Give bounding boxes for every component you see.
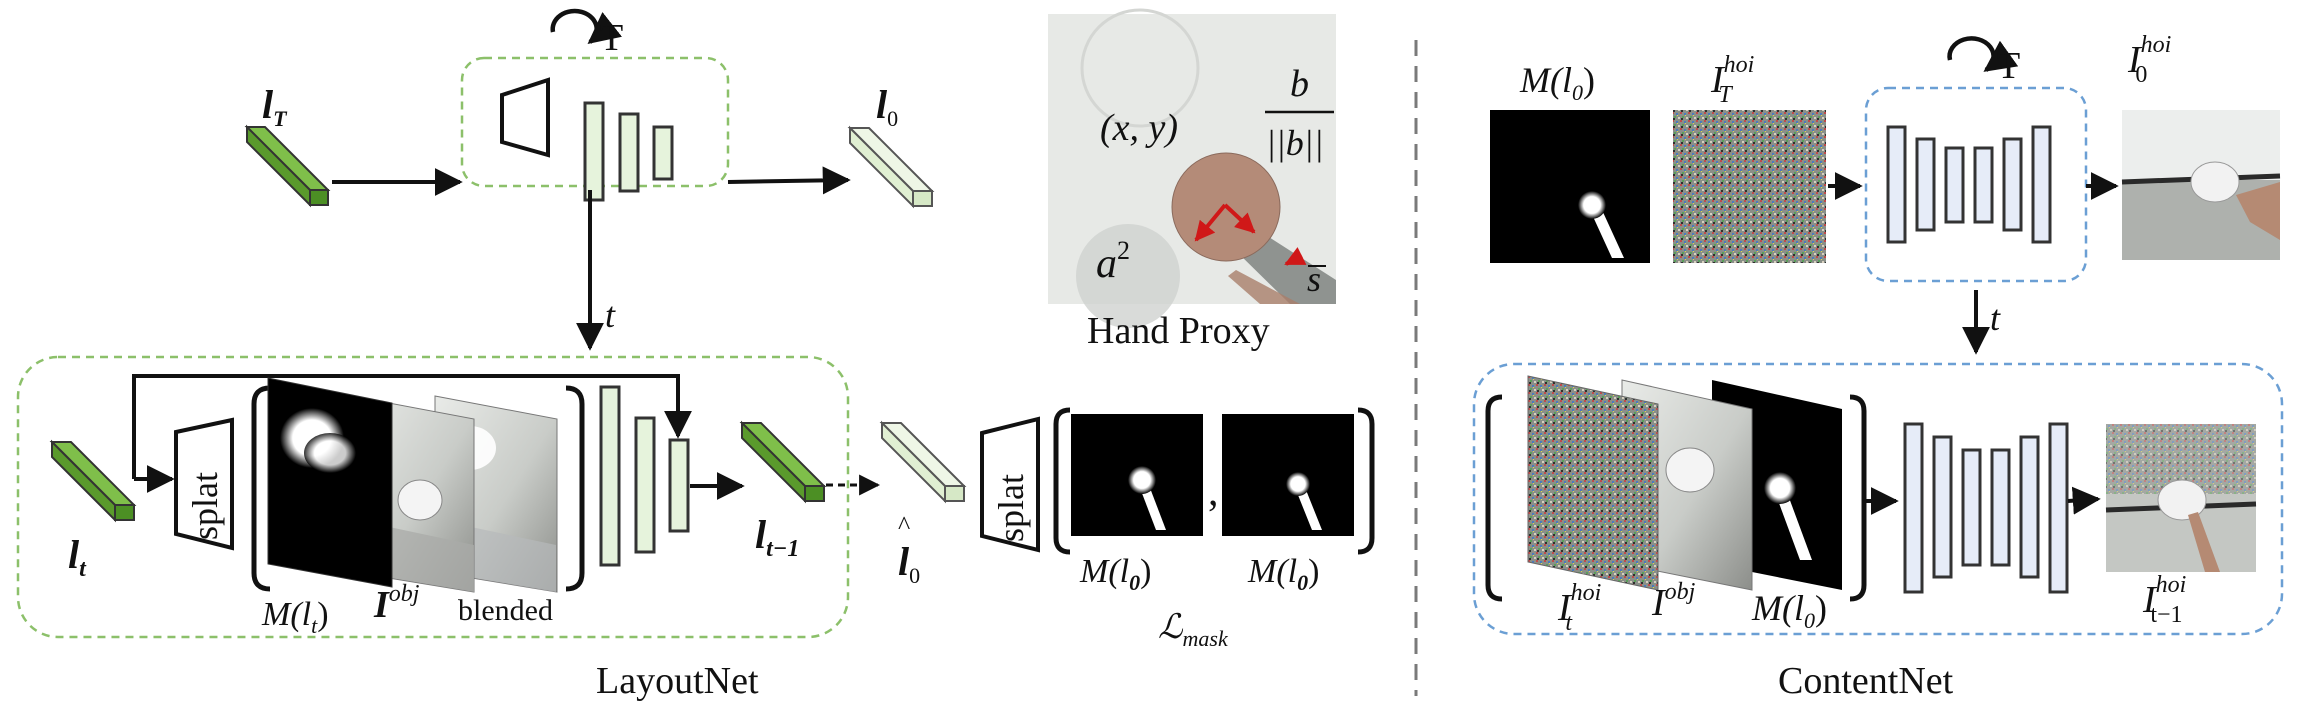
skip-connection — [132, 374, 692, 479]
loop-icon-content — [1947, 36, 2019, 72]
unet-bar — [1944, 146, 1965, 224]
encoder-trapezoid — [500, 77, 550, 158]
unet-bar — [2019, 435, 2040, 579]
blended-label: blended — [458, 594, 553, 627]
lt-label: lt — [68, 532, 87, 582]
hand-proxy: (x, y) b ||b|| a2 s Hand Proxy — [1048, 8, 1336, 352]
loss-left-bracket — [1053, 407, 1071, 555]
hand-proxy-caption: Hand Proxy — [1087, 310, 1270, 352]
loss-label: ℒmask — [1158, 609, 1229, 651]
output-top-label: l0 — [876, 82, 898, 131]
hand-b-den: ||b|| — [1266, 123, 1324, 163]
contentnet: M(l0) Ihoi T T Ihoi 0 t — [1472, 32, 2284, 702]
layoutnet-top-frame — [460, 56, 730, 188]
t-label: t — [605, 295, 616, 335]
hand-a2-label: a2 — [1096, 236, 1130, 287]
layoutnet-title: LayoutNet — [596, 660, 759, 702]
out-top-image — [2121, 110, 2281, 260]
unet-bar — [1932, 435, 1953, 579]
noise-top-image — [1673, 110, 1826, 263]
noise-top-label: Ihoi T — [1710, 52, 1754, 108]
layout-cuboid-lt — [49, 439, 137, 523]
pred-hat: ^ — [898, 511, 910, 540]
hand-xy-label: (x, y) — [1100, 107, 1178, 149]
layoutnet: T lT l0 t — [16, 8, 935, 702]
unet-bar — [1915, 137, 1936, 232]
content-loop-label: T — [1997, 45, 2020, 87]
contentnet-title: ContentNet — [1778, 660, 1954, 702]
gt-mask-image — [1222, 414, 1354, 536]
hand-s-label: s — [1307, 259, 1321, 299]
loss-right-bracket — [1357, 407, 1375, 555]
layer-bar — [634, 416, 656, 554]
mask-image-lt — [267, 377, 393, 588]
unet-bar — [1903, 422, 1924, 594]
gt-mask-label: M(l0) — [1247, 553, 1319, 595]
content-out-image — [2105, 424, 2257, 572]
mask-top-label: M(l0) — [1519, 60, 1595, 105]
loop-label: T — [600, 17, 623, 59]
input-top-label: lT — [262, 82, 288, 131]
out-top-label: Ihoi 0 — [2127, 32, 2171, 88]
mask-loss: l0 ^ splat , M(l0) M(l0) ℒmask — [826, 407, 1375, 651]
loss-splat-trapezoid — [980, 416, 1040, 553]
loop-icon — [550, 8, 622, 44]
splat-label: splat — [185, 472, 225, 540]
loss-comma: , — [1208, 469, 1219, 515]
unet-bar — [1961, 448, 1982, 567]
unet-bar — [2031, 125, 2052, 244]
content-in3-label: M(l0) — [1751, 588, 1827, 633]
layer-bar — [583, 101, 605, 202]
unet-bar — [1886, 125, 1907, 244]
mask-lt-label: M(lt) — [261, 596, 329, 638]
layoutnet-frame — [16, 355, 850, 639]
splat-trapezoid — [174, 417, 234, 551]
content-out-label: Ihoi t−1 — [2142, 572, 2186, 628]
mask-top-image — [1490, 110, 1650, 263]
layout-cuboid-output-top — [847, 125, 935, 209]
obj-label: Iobj — [373, 581, 420, 626]
layout-cuboid-lt1 — [739, 420, 827, 504]
layer-bar — [618, 112, 640, 193]
unet-bar — [2002, 137, 2023, 232]
pred-mask-image — [1071, 414, 1203, 536]
unet-bar — [1990, 448, 2011, 567]
right-bracket — [565, 385, 585, 592]
left-bracket — [251, 385, 271, 592]
unet-bar — [1973, 146, 1994, 224]
layer-bar — [652, 125, 674, 181]
arrow-out-top — [727, 166, 851, 195]
layout-cuboid-input-top — [244, 124, 331, 208]
content-t-label: t — [1990, 298, 2001, 338]
loss-splat-label: splat — [991, 474, 1031, 542]
unet-bar — [2048, 422, 2069, 594]
lt1-label: lt−1 — [755, 512, 799, 562]
content-noise-image — [1527, 375, 1659, 591]
contentnet-frame — [1472, 362, 2284, 636]
hand-b-num: b — [1290, 63, 1309, 105]
layer-bar — [599, 385, 621, 567]
content-in1-label: Ihoi t — [1557, 580, 1601, 636]
layout-cuboid-pred — [879, 420, 967, 504]
content-right-bracket — [1849, 394, 1867, 602]
pred-mask-label: M(l0) — [1079, 553, 1151, 595]
content-left-bracket — [1485, 394, 1503, 602]
content-in2-label: Iobj — [1651, 579, 1696, 624]
arrow-to-content-out — [2067, 486, 2101, 515]
layer-bar — [668, 438, 690, 533]
pred-label: l0 — [898, 539, 920, 588]
